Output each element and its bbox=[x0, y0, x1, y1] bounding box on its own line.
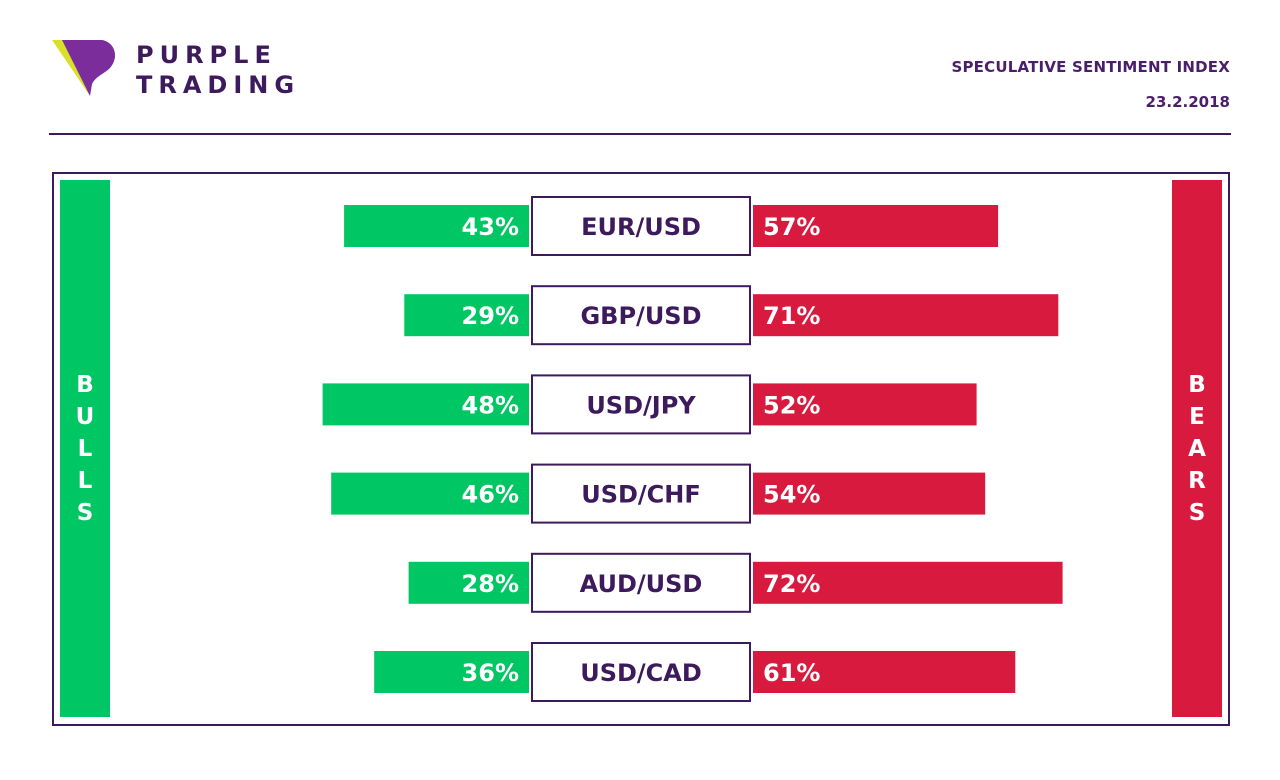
bulls-bar bbox=[408, 561, 529, 604]
header-divider bbox=[49, 133, 1231, 135]
pair-label: EUR/USD bbox=[581, 213, 701, 241]
bears-value-label: 52% bbox=[763, 391, 820, 419]
bulls-bar bbox=[344, 205, 529, 247]
pair-box bbox=[531, 196, 751, 256]
brand-line-2: TRADING bbox=[136, 71, 301, 99]
pair-box bbox=[531, 642, 751, 702]
pair-label: GBP/USD bbox=[580, 302, 701, 330]
bears-value-label: 71% bbox=[763, 302, 820, 330]
bulls-value-label: 46% bbox=[462, 481, 519, 509]
chart-frame bbox=[52, 172, 1230, 726]
bears-value-label: 54% bbox=[763, 481, 820, 509]
bears-value-label: 61% bbox=[763, 659, 820, 687]
bulls-bar bbox=[374, 651, 529, 693]
bears-bar bbox=[753, 561, 1063, 604]
pair-label: AUD/USD bbox=[580, 570, 703, 598]
pair-label: USD/CHF bbox=[581, 481, 701, 509]
page-title: SPECULATIVE SENTIMENT INDEX bbox=[951, 58, 1230, 76]
bulls-bar bbox=[322, 383, 529, 426]
pair-label: USD/JPY bbox=[586, 391, 696, 419]
bulls-value-label: 28% bbox=[462, 570, 519, 598]
page-date: 23.2.2018 bbox=[1145, 93, 1230, 111]
pair-box bbox=[531, 463, 751, 524]
purple-trading-logo-icon bbox=[52, 40, 116, 96]
bulls-bar bbox=[331, 472, 529, 515]
bulls-value-label: 36% bbox=[462, 659, 519, 687]
bears-bar bbox=[753, 472, 986, 515]
bears-value-label: 72% bbox=[763, 570, 820, 598]
bears-value-label: 57% bbox=[763, 213, 820, 241]
bears-bar bbox=[753, 383, 977, 426]
bulls-value-label: 43% bbox=[462, 213, 519, 241]
bears-band bbox=[1172, 180, 1222, 717]
bears-bar bbox=[753, 651, 1016, 693]
bulls-bar bbox=[404, 294, 529, 337]
brand-line-1: PURPLE bbox=[136, 41, 277, 69]
pair-label: USD/CAD bbox=[580, 659, 702, 687]
pair-box bbox=[531, 285, 751, 346]
bulls-value-label: 48% bbox=[462, 391, 519, 419]
brand-name: PURPLE TRADING bbox=[136, 40, 300, 100]
pair-box bbox=[531, 552, 751, 613]
pair-box bbox=[531, 374, 751, 435]
bears-bar bbox=[753, 294, 1059, 337]
bulls-band bbox=[60, 180, 110, 717]
bulls-value-label: 29% bbox=[462, 302, 519, 330]
bears-bar bbox=[753, 205, 999, 247]
